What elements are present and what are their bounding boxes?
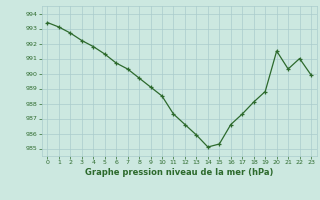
X-axis label: Graphe pression niveau de la mer (hPa): Graphe pression niveau de la mer (hPa) xyxy=(85,168,273,177)
